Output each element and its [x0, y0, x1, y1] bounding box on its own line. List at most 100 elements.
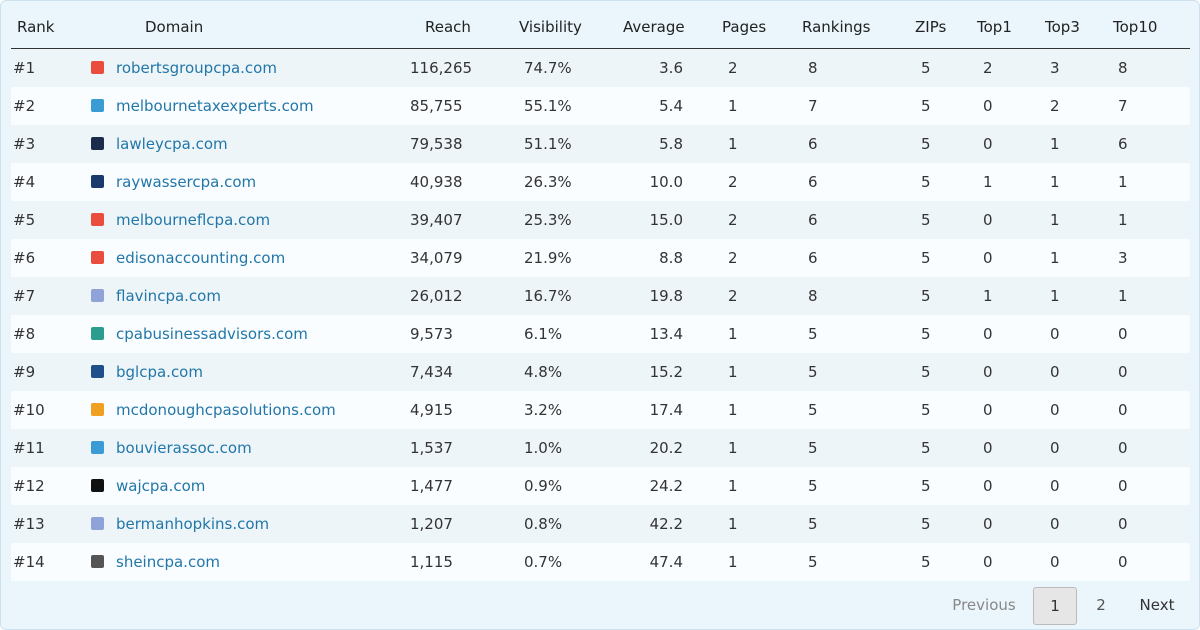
table-cell: 2 [728, 211, 738, 229]
previous-button[interactable]: Previous [952, 596, 1016, 614]
table-cell: 1 [728, 325, 738, 343]
table-cell: 2 [1050, 97, 1060, 115]
column-header[interactable]: Rank [17, 18, 55, 36]
table-cell: 25.3% [524, 211, 572, 229]
table-cell: 26.3% [524, 173, 572, 191]
table-cell: 1.0% [524, 439, 563, 457]
table-cell: 9,573 [410, 325, 453, 343]
domain-link[interactable]: robertsgroupcpa.com [116, 59, 277, 77]
table-row [11, 201, 1190, 239]
favicon [91, 61, 104, 74]
table-cell: 1 [1118, 173, 1128, 191]
table-cell: 0 [1050, 553, 1060, 571]
domain-link[interactable]: edisonaccounting.com [116, 249, 286, 267]
table-cell: 0 [983, 363, 993, 381]
table-cell: #7 [13, 287, 36, 305]
column-header[interactable]: Domain [145, 18, 204, 36]
table-cell: 1,537 [410, 439, 453, 457]
table-cell: 1 [1118, 287, 1128, 305]
table-cell: 3.6 [659, 59, 683, 77]
table-cell: 17.4 [649, 401, 683, 419]
page-button[interactable]: 1 [1033, 587, 1077, 625]
table-cell: 0 [1050, 363, 1060, 381]
table-cell: 1 [728, 439, 738, 457]
table-row [11, 429, 1190, 467]
table-cell: 0.9% [524, 477, 563, 495]
table-cell: 0 [1050, 325, 1060, 343]
table-row [11, 163, 1190, 201]
table-cell: 4.8% [524, 363, 563, 381]
table-cell: 15.2 [649, 363, 683, 381]
table-cell: 6.1% [524, 325, 563, 343]
column-header[interactable]: Rankings [802, 18, 871, 36]
table-cell: 0 [983, 249, 993, 267]
table-cell: 1 [728, 97, 738, 115]
table-cell: 1 [728, 477, 738, 495]
table-cell: 20.2 [649, 439, 683, 457]
domain-link[interactable]: flavincpa.com [116, 287, 221, 305]
domain-link[interactable]: melbourneflcpa.com [116, 211, 271, 229]
domain-link[interactable]: mcdonoughcpasolutions.com [116, 401, 336, 419]
domain-link[interactable]: raywassercpa.com [116, 173, 257, 191]
table-cell: 1 [983, 287, 993, 305]
table-cell: 8 [1118, 59, 1128, 77]
table-cell: #10 [13, 401, 45, 419]
table-row [11, 49, 1190, 87]
table-cell: 0 [1118, 515, 1128, 533]
column-header[interactable]: Average [623, 18, 685, 36]
table-cell: #4 [13, 173, 36, 191]
favicon [91, 441, 104, 454]
table-cell: 0 [983, 515, 993, 533]
table-cell: #9 [13, 363, 36, 381]
table-cell: 5 [921, 325, 931, 343]
domain-link[interactable]: bouvierassoc.com [116, 439, 252, 457]
domain-link[interactable]: cpabusinessadvisors.com [116, 325, 308, 343]
column-header[interactable]: ZIPs [915, 18, 947, 36]
column-header[interactable]: Reach [425, 18, 471, 36]
table-cell: #3 [13, 135, 36, 153]
table-cell: 2 [728, 59, 738, 77]
column-header[interactable]: Top1 [977, 18, 1012, 36]
domain-link[interactable]: bermanhopkins.com [116, 515, 270, 533]
favicon [91, 99, 104, 112]
table-cell: 55.1% [524, 97, 572, 115]
table-cell: 1,115 [410, 553, 453, 571]
domain-link[interactable]: sheincpa.com [116, 553, 220, 571]
table-cell: 3.2% [524, 401, 563, 419]
favicon [91, 251, 104, 264]
table-cell: 6 [808, 211, 818, 229]
domain-link[interactable]: melbournetaxexperts.com [116, 97, 314, 115]
column-header[interactable]: Top3 [1045, 18, 1080, 36]
table-cell: 8 [808, 59, 818, 77]
header-rule [11, 48, 1190, 49]
column-header[interactable]: Visibility [519, 18, 582, 36]
table-row [11, 315, 1190, 353]
table-cell: 5 [808, 477, 818, 495]
table-row [11, 391, 1190, 429]
next-button[interactable]: Next [1139, 596, 1175, 614]
table-cell: 5 [921, 135, 931, 153]
column-header[interactable]: Pages [722, 18, 767, 36]
table-cell: 5 [921, 515, 931, 533]
table-cell: #14 [13, 553, 45, 571]
table-cell: 0 [1118, 363, 1128, 381]
domain-link[interactable]: wajcpa.com [116, 477, 206, 495]
favicon [91, 365, 104, 378]
table-cell: #12 [13, 477, 45, 495]
table-cell: 1 [728, 553, 738, 571]
domain-link[interactable]: bglcpa.com [116, 363, 203, 381]
favicon [91, 517, 104, 530]
table-cell: 0 [983, 477, 993, 495]
table-cell: 0 [983, 553, 993, 571]
table-cell: 1 [983, 173, 993, 191]
table-cell: 40,938 [410, 173, 463, 191]
table-cell: 3 [1118, 249, 1128, 267]
table-cell: 7 [808, 97, 818, 115]
table-cell: #2 [13, 97, 36, 115]
table-cell: 0 [1050, 439, 1060, 457]
column-header[interactable]: Top10 [1113, 18, 1158, 36]
domain-link[interactable]: lawleycpa.com [116, 135, 228, 153]
table-cell: #6 [13, 249, 36, 267]
page-button[interactable]: 2 [1096, 596, 1106, 614]
